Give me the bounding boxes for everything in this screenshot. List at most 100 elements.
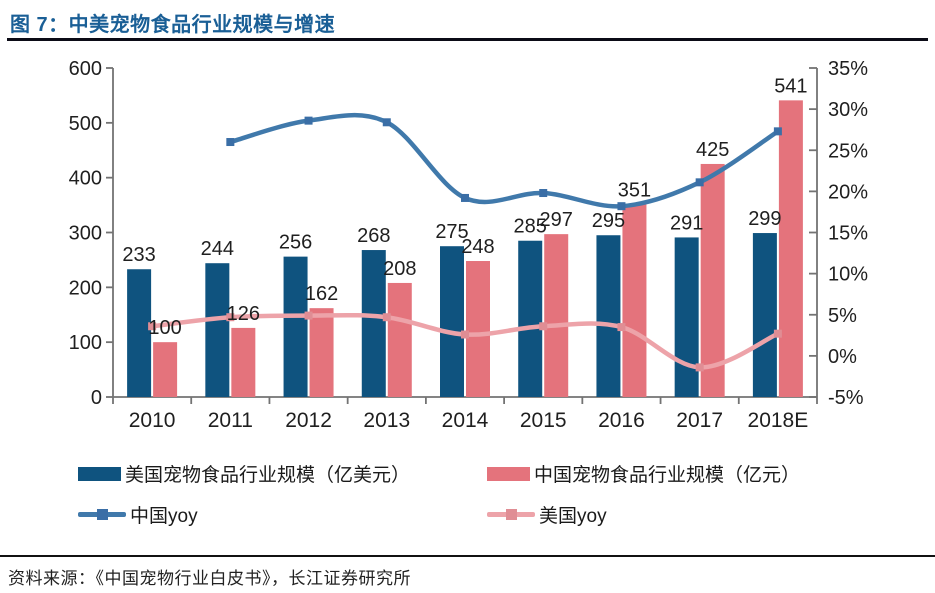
- svg-text:233: 233: [122, 244, 155, 266]
- svg-text:297: 297: [540, 209, 573, 231]
- svg-text:500: 500: [69, 113, 102, 135]
- svg-text:208: 208: [383, 258, 416, 280]
- cn-bar-2015: [544, 234, 569, 397]
- svg-text:351: 351: [618, 180, 651, 202]
- line-marker: [773, 127, 782, 136]
- x-axis-labels: 2010 2011 2012 2013 2014 2015 2016 2017 2018E: [112, 397, 818, 432]
- cn-bar-2012: [309, 308, 334, 397]
- chart-canvas: 0 100 200 300 400 500 600 -5% 0% 5% 10% 15% 20% 25% 30…: [69, 58, 869, 432]
- svg-text:291: 291: [670, 212, 703, 234]
- line-marker: [539, 189, 548, 198]
- svg-text:30%: 30%: [828, 99, 868, 121]
- bar-data-labels: 233 244 256 268 275 285 295 291 299 100 126 162 208 2…: [122, 75, 807, 339]
- source-note: 资料来源：《中国宠物行业白皮书》，长江证券研究所: [8, 569, 411, 588]
- line-marker: [539, 322, 548, 331]
- svg-text:285: 285: [514, 216, 547, 238]
- svg-text:162: 162: [305, 283, 338, 305]
- line-marker: [695, 178, 704, 187]
- svg-text:2011: 2011: [208, 409, 253, 432]
- svg-text:300: 300: [69, 223, 102, 245]
- cn-bar-2017: [700, 163, 725, 397]
- title-divider: [7, 38, 928, 41]
- line-marker: [461, 330, 469, 339]
- svg-text:2018E: 2018E: [748, 409, 809, 432]
- line-marker: [226, 138, 235, 147]
- svg-text:295: 295: [592, 210, 625, 232]
- footer-divider: [0, 555, 935, 557]
- svg-text:244: 244: [201, 238, 234, 260]
- legend-label-us-scale: 美国宠物食品行业规模（亿美元）: [125, 465, 411, 486]
- us-bar-2014: [440, 246, 464, 397]
- line-marker: [304, 311, 313, 320]
- svg-text:15%: 15%: [828, 223, 868, 245]
- line-us-yoy: [148, 311, 782, 372]
- us-bar-2011: [205, 263, 230, 397]
- svg-text:2012: 2012: [285, 409, 332, 432]
- svg-text:400: 400: [69, 168, 102, 190]
- cn-bar-2011: [231, 327, 256, 397]
- legend-item-us-yoy: 美国yoy: [487, 501, 607, 528]
- svg-text:2016: 2016: [598, 409, 645, 432]
- line-marker: [695, 363, 704, 372]
- svg-text:299: 299: [748, 208, 781, 230]
- line-marker: [304, 116, 313, 125]
- us-line-swatch: [487, 509, 535, 520]
- cn-bar-2014: [466, 261, 490, 397]
- us-bar-2016: [596, 235, 621, 397]
- svg-text:10%: 10%: [828, 264, 868, 286]
- line-marker: [461, 193, 469, 202]
- svg-text:2014: 2014: [442, 409, 489, 432]
- svg-text:35%: 35%: [828, 58, 868, 80]
- line-china-yoy: [226, 112, 782, 211]
- line-marker: [148, 322, 157, 331]
- us-bar-2015: [518, 240, 543, 397]
- line-marker: [226, 313, 235, 322]
- right-axis-labels: -5% 0% 5% 10% 15% 20% 25% 30% 35%: [809, 58, 868, 409]
- cn-bar-swatch: [487, 466, 530, 481]
- us-bar-2010: [127, 269, 152, 397]
- cn-line-swatch: [78, 509, 126, 520]
- us-bar-2012: [283, 256, 308, 397]
- legend-label-cn-scale: 中国宠物食品行业规模（亿元）: [534, 465, 801, 486]
- svg-text:200: 200: [69, 277, 102, 299]
- svg-text:25%: 25%: [828, 140, 868, 162]
- cn-bar-2013: [387, 282, 412, 397]
- us-bar-2018E: [752, 233, 777, 397]
- svg-text:256: 256: [279, 232, 312, 254]
- legend-item-cn-scale: 中国宠物食品行业规模（亿元）: [487, 460, 800, 487]
- svg-text:2015: 2015: [520, 409, 567, 432]
- us-bar-2013: [361, 250, 386, 397]
- svg-text:268: 268: [357, 225, 390, 247]
- line-marker: [773, 329, 782, 338]
- svg-text:126: 126: [227, 303, 260, 325]
- svg-text:425: 425: [696, 139, 729, 161]
- line-marker: [617, 323, 626, 332]
- line-marker: [382, 118, 391, 127]
- bars-us: [127, 233, 777, 397]
- svg-text:2013: 2013: [363, 409, 410, 432]
- legend-label-cn-yoy: 中国yoy: [130, 506, 198, 527]
- line-marker: [617, 202, 626, 211]
- svg-text:5%: 5%: [828, 305, 857, 327]
- cn-bar-2018E: [778, 100, 803, 397]
- bars-china: [153, 100, 803, 397]
- svg-text:541: 541: [774, 75, 807, 97]
- legend-item-cn-yoy: 中国yoy: [78, 501, 198, 528]
- chart-area: 0 100 200 300 400 500 600 -5% 0% 5% 10% 15% 20% 25% 30…: [0, 46, 935, 451]
- svg-text:2017: 2017: [676, 409, 723, 432]
- svg-text:2010: 2010: [129, 409, 176, 432]
- svg-text:0%: 0%: [828, 346, 857, 368]
- us-bar-swatch: [78, 466, 121, 481]
- svg-text:600: 600: [69, 58, 102, 80]
- svg-text:0: 0: [91, 387, 102, 409]
- line-marker: [382, 313, 391, 322]
- svg-text:275: 275: [435, 221, 468, 243]
- cn-bar-2010: [153, 342, 178, 397]
- svg-text:100: 100: [69, 332, 102, 354]
- left-axis-labels: 0 100 200 300 400 500 600: [69, 58, 113, 409]
- svg-text:248: 248: [461, 236, 494, 258]
- us-bar-2017: [674, 237, 699, 397]
- svg-text:-5%: -5%: [828, 387, 864, 409]
- svg-text:100: 100: [148, 317, 181, 339]
